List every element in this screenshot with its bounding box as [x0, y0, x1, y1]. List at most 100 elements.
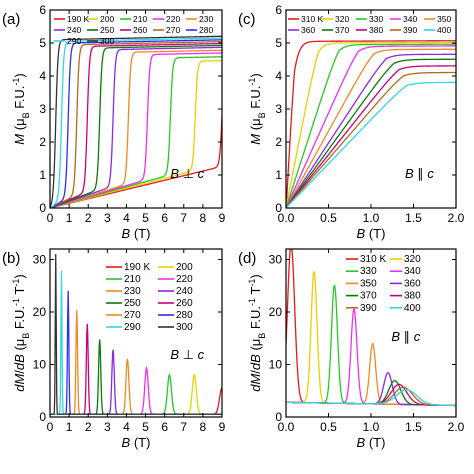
series-line-280 — [50, 39, 222, 208]
x-axis-label: B (T) — [357, 435, 386, 450]
legend-entry: 300 — [100, 36, 114, 46]
y-tick-label: 10 — [33, 358, 47, 372]
condition-annotation: B ∥ c — [391, 329, 420, 344]
legend-entry: 290 — [124, 322, 141, 333]
y-tick-label: 6 — [39, 3, 46, 17]
series-line-310k — [286, 40, 456, 208]
plot-area — [286, 249, 456, 407]
legend-entry: 390 — [360, 303, 377, 314]
x-tick-label: 3 — [104, 420, 111, 434]
legend-entry: 190 K — [67, 14, 90, 24]
legend-entry: 320 — [335, 14, 349, 24]
plot-area — [50, 253, 222, 415]
y-tick-label: 4 — [39, 69, 46, 83]
legend-entry: 240 — [67, 25, 81, 35]
legend: 310 K 320 330 340 350 360 370 380 390 400 — [346, 254, 421, 314]
x-tick-label: 7 — [180, 420, 187, 434]
series-line-340 — [286, 45, 456, 208]
legend-entry: 220 — [166, 14, 180, 24]
legend-entry: 210 — [124, 274, 141, 285]
series-line-350 — [286, 342, 456, 407]
legend-entry: 230 — [199, 14, 213, 24]
legend: 310 K 320 330 340 350 360 370 380 390 400 — [288, 14, 451, 35]
x-tick-label: 6 — [161, 420, 168, 434]
y-tick-label: 30 — [269, 253, 283, 267]
x-tick-label: 4 — [123, 211, 130, 225]
y-tick-label: 5 — [39, 36, 46, 50]
x-tick-label: 1.0 — [363, 420, 380, 434]
series-line-290 — [50, 37, 222, 208]
panel-label: (a) — [2, 11, 20, 28]
x-tick-label: 2 — [85, 420, 92, 434]
x-tick-label: 5 — [142, 211, 149, 225]
legend-entry: 270 — [124, 310, 141, 321]
legend-entry: 200 — [100, 14, 114, 24]
y-tick-label: 20 — [33, 305, 47, 319]
x-tick-label: 8 — [200, 211, 207, 225]
legend-entry: 360 — [404, 278, 421, 289]
x-tick-label: 0.5 — [320, 420, 337, 434]
y-axis-label: M (μB F.U.-1) — [247, 73, 267, 144]
legend-entry: 230 — [124, 286, 141, 297]
series-line-390 — [286, 71, 456, 208]
condition-annotation: B ∥ c — [405, 166, 434, 181]
x-axis-label: B (T) — [122, 226, 151, 241]
series-line-400 — [286, 81, 456, 208]
legend-entry: 380 — [404, 291, 421, 302]
legend-entry: 190 K — [124, 262, 150, 273]
legend-entry: 250 — [124, 298, 141, 309]
series-line-260 — [50, 42, 222, 208]
panel-label: (b) — [2, 250, 20, 267]
y-tick-label: 10 — [269, 358, 283, 372]
legend-entry: 320 — [404, 254, 421, 265]
legend-entry: 400 — [404, 303, 421, 314]
x-tick-label: 1.0 — [363, 211, 380, 225]
condition-annotation: B ⊥ c — [170, 166, 204, 181]
x-tick-label: 7 — [180, 211, 187, 225]
series-line-330 — [286, 43, 456, 208]
x-tick-label: 1 — [66, 211, 73, 225]
legend-entry: 310 K — [301, 14, 324, 24]
series-line-240 — [50, 46, 222, 208]
legend-entry: 350 — [437, 14, 451, 24]
legend-entry: 370 — [335, 25, 349, 35]
panel-label: (d) — [238, 250, 256, 267]
panel-d: 0.0 0.5 1.0 1.5 2.0 0 10 20 30 B (T) dM/dB (μB F.U… — [238, 248, 465, 450]
legend-entry: 260 — [133, 25, 147, 35]
y-tick-label: 20 — [269, 305, 283, 319]
legend-entry: 240 — [176, 286, 193, 297]
legend-entry: 390 — [403, 25, 417, 35]
x-tick-label: 2.0 — [448, 420, 465, 434]
y-tick-label: 1 — [39, 168, 46, 182]
legend: 190 K 200 210 220 230 240 250 260 270 280 290 300 — [106, 262, 193, 333]
legend: 190 K 200 210 220 230 240 250 260 270 280 290 300 — [54, 14, 213, 46]
series-line-300 — [50, 253, 222, 415]
y-tick-label: 3 — [275, 102, 282, 116]
series-line-370 — [286, 380, 456, 407]
series-line-370 — [286, 58, 456, 208]
legend-entry: 300 — [176, 322, 193, 333]
y-tick-label: 1 — [275, 168, 282, 182]
y-axis-label: M (μB F.U.-1) — [11, 73, 31, 144]
legend-entry: 290 — [67, 36, 81, 46]
series-line-300 — [50, 35, 222, 208]
x-tick-label: 1.5 — [405, 211, 422, 225]
legend-entry: 220 — [176, 274, 193, 285]
series-line-360 — [286, 371, 456, 407]
x-tick-label: 3 — [104, 211, 111, 225]
x-tick-label: 5 — [142, 420, 149, 434]
y-tick-label: 0 — [275, 201, 282, 215]
panel-label: (c) — [238, 11, 256, 28]
legend-entry: 270 — [166, 25, 180, 35]
x-tick-label: 9 — [219, 420, 226, 434]
y-tick-label: 6 — [275, 3, 282, 17]
x-tick-label: 1.5 — [405, 420, 422, 434]
legend-entry: 210 — [133, 14, 147, 24]
legend-entry: 400 — [437, 25, 451, 35]
y-tick-label: 2 — [275, 135, 282, 149]
x-tick-label: 0.0 — [278, 420, 295, 434]
legend-entry: 370 — [360, 291, 377, 302]
y-tick-label: 3 — [39, 102, 46, 116]
